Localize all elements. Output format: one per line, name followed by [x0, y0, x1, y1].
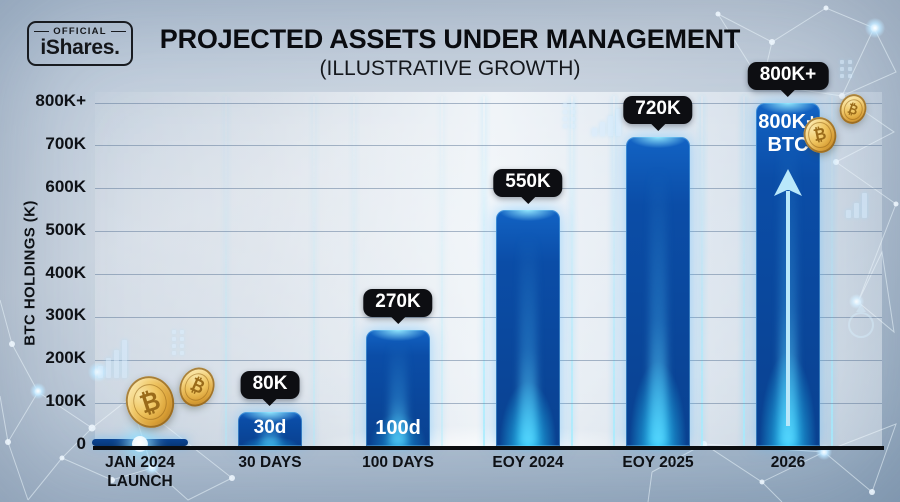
bar-5 [626, 137, 690, 446]
bar-6: 800K+ BTC [756, 103, 820, 446]
bar-inner-label: 100d [375, 417, 421, 439]
growth-up-arrow-icon [774, 169, 802, 426]
x-axis-label: EOY 2024 [492, 454, 564, 471]
y-tick-label: 800K+ [35, 91, 86, 110]
gridline [95, 145, 882, 147]
page-subtitle: (ILLUSTRATIVE GROWTH) [319, 57, 581, 80]
y-tick-label: 0 [76, 434, 86, 453]
logo-dash [110, 30, 126, 33]
y-tick-label: 100K [45, 391, 86, 411]
logo-official-row: OFFICIAL [34, 26, 126, 37]
launch-glow-dot [132, 436, 148, 452]
value-callout: 720K [623, 96, 693, 124]
bitcoin-glyph: ₿ [845, 99, 861, 119]
column-glow-line [613, 96, 615, 446]
bar-4 [496, 210, 560, 446]
x-axis-label: JAN 2024 LAUNCH [105, 454, 175, 491]
gridline [95, 316, 882, 318]
y-tick-label: 500K [45, 219, 86, 239]
bitcoin-glyph: ₿ [811, 123, 828, 146]
value-callout: 550K [493, 169, 563, 197]
gridline [95, 188, 882, 190]
column-glow-line [483, 96, 485, 446]
value-callout: 800K+ [747, 62, 829, 90]
gridline [95, 402, 882, 404]
bitcoin-glyph: ₿ [135, 384, 164, 419]
ishares-logo: OFFICIAL iShares. [27, 21, 133, 66]
value-callout: 270K [363, 289, 433, 317]
gridline [95, 102, 882, 104]
gridline [95, 359, 882, 361]
value-callout: 80K [240, 371, 300, 399]
x-axis-line [93, 446, 884, 450]
gridline [95, 231, 882, 233]
column-glow-line [313, 96, 315, 446]
bar-3: 100d [366, 330, 430, 446]
y-tick-label: 300K [45, 305, 86, 325]
column-glow-line [831, 96, 833, 446]
bitcoin-glyph: ₿ [186, 374, 208, 399]
y-tick-label: 700K [45, 133, 86, 153]
y-tick-label: 600K [45, 176, 86, 196]
column-glow-line [225, 96, 227, 446]
logo-brand-name: iShares. [40, 36, 120, 59]
column-glow-line [571, 96, 573, 446]
column-glow-line [353, 96, 355, 446]
x-axis-label: EOY 2025 [622, 454, 694, 471]
gridline [95, 274, 882, 275]
column-glow-line [743, 96, 745, 446]
x-axis-label: 2026 [770, 454, 806, 471]
x-axis-label: 100 DAYS [362, 454, 434, 471]
column-glow-line [701, 96, 703, 446]
y-tick-label: 400K [45, 262, 86, 282]
x-axis-label: 30 DAYS [238, 454, 302, 471]
bar-inner-label: 30d [253, 417, 287, 439]
page-title: PROJECTED ASSETS UNDER MANAGEMENT [159, 24, 741, 54]
logo-dash [34, 30, 50, 33]
y-tick-label: 200K [45, 348, 86, 368]
plot-panel [95, 92, 882, 446]
logo-official-label: OFFICIAL [53, 26, 107, 37]
bar-2: 30d [238, 412, 302, 446]
column-glow-line [441, 96, 443, 446]
